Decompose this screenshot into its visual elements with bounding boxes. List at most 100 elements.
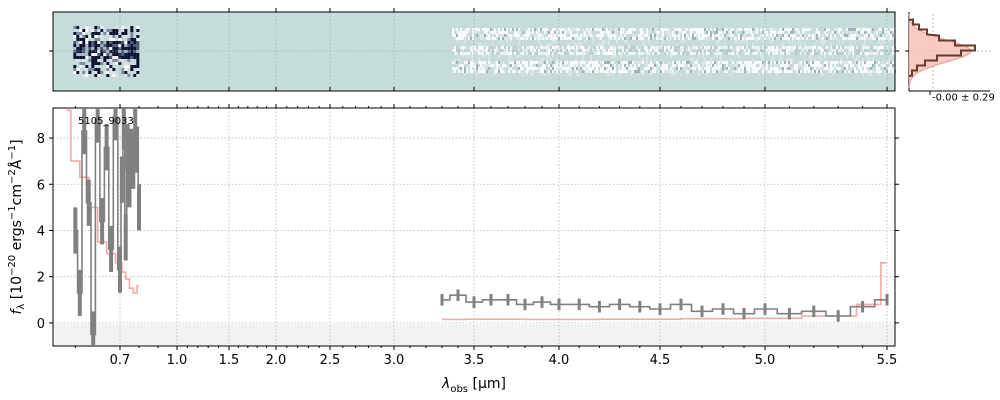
2d-pixel bbox=[874, 49, 876, 52]
2d-pixel bbox=[884, 52, 886, 55]
2d-pixel bbox=[704, 70, 706, 73]
2d-pixel bbox=[576, 46, 578, 49]
2d-pixel bbox=[630, 70, 632, 73]
2d-pixel bbox=[858, 37, 860, 40]
2d-pixel bbox=[560, 37, 562, 40]
2d-pixel bbox=[838, 52, 840, 55]
2d-pixel bbox=[478, 31, 480, 34]
2d-pixel bbox=[532, 61, 534, 64]
2d-pixel bbox=[600, 67, 602, 70]
2d-pixel bbox=[608, 37, 610, 40]
2d-pixel bbox=[112, 71, 116, 74]
2d-pixel bbox=[642, 40, 644, 43]
2d-pixel bbox=[616, 52, 618, 55]
2d-pixel bbox=[506, 37, 508, 40]
2d-pixel bbox=[632, 52, 634, 55]
model-line-blue bbox=[66, 109, 139, 294]
2d-pixel bbox=[700, 67, 702, 70]
2d-pixel bbox=[560, 70, 562, 73]
2d-pixel bbox=[494, 28, 496, 31]
2d-pixel bbox=[784, 61, 786, 64]
2d-pixel bbox=[640, 37, 642, 40]
2d-pixel bbox=[646, 31, 648, 34]
2d-pixel bbox=[554, 52, 556, 55]
2d-pixel bbox=[888, 70, 890, 73]
2d-pixel bbox=[542, 34, 544, 37]
2d-pixel bbox=[648, 46, 650, 49]
2d-pixel bbox=[672, 34, 674, 37]
2d-pixel bbox=[866, 64, 868, 67]
2d-pixel bbox=[526, 34, 528, 37]
2d-pixel bbox=[544, 31, 546, 34]
2d-pixel bbox=[784, 70, 786, 73]
2d-pixel bbox=[100, 26, 104, 29]
2d-pixel bbox=[868, 28, 870, 31]
2d-pixel bbox=[830, 37, 832, 40]
2d-pixel bbox=[544, 67, 546, 70]
2d-pixel bbox=[890, 37, 892, 40]
2d-pixel bbox=[130, 38, 134, 41]
2d-pixel bbox=[726, 67, 728, 70]
2d-pixel bbox=[97, 38, 101, 41]
2d-pixel bbox=[698, 34, 700, 37]
2d-pixel bbox=[602, 64, 604, 67]
2d-pixel bbox=[484, 55, 486, 58]
panel-residual-histogram: -0.00 ± 0.29 bbox=[905, 12, 995, 103]
2d-pixel bbox=[466, 61, 468, 64]
2d-pixel bbox=[560, 64, 562, 67]
2d-pixel bbox=[718, 37, 720, 40]
2d-pixel bbox=[502, 31, 504, 34]
2d-pixel bbox=[628, 49, 630, 52]
2d-pixel bbox=[610, 52, 612, 55]
2d-pixel bbox=[600, 31, 602, 34]
2d-pixel bbox=[532, 67, 534, 70]
2d-pixel bbox=[534, 49, 536, 52]
2d-pixel bbox=[786, 70, 788, 73]
2d-pixel bbox=[532, 64, 534, 67]
2d-pixel bbox=[94, 32, 98, 35]
2d-pixel bbox=[652, 46, 654, 49]
2d-pixel bbox=[454, 37, 456, 40]
2d-pixel bbox=[652, 34, 654, 37]
2d-pixel bbox=[118, 59, 122, 62]
x-tick-label-4: 2.5 bbox=[320, 353, 341, 368]
2d-pixel bbox=[492, 31, 494, 34]
x-axis-title-symbol: λ bbox=[441, 376, 450, 392]
2d-pixel bbox=[115, 62, 119, 65]
2d-pixel bbox=[704, 58, 706, 61]
2d-pixel bbox=[650, 64, 652, 67]
2d-pixel bbox=[802, 28, 804, 31]
2d-pixel bbox=[822, 67, 824, 70]
2d-pixel bbox=[642, 49, 644, 52]
2d-pixel bbox=[456, 67, 458, 70]
2d-pixel bbox=[136, 29, 140, 32]
2d-pixel bbox=[568, 49, 570, 52]
2d-pixel bbox=[632, 28, 634, 31]
2d-pixel bbox=[518, 67, 520, 70]
2d-pixel bbox=[628, 67, 630, 70]
2d-pixel bbox=[528, 52, 530, 55]
2d-pixel bbox=[109, 65, 113, 68]
2d-pixel bbox=[562, 52, 564, 55]
2d-pixel bbox=[892, 64, 894, 67]
2d-pixel bbox=[100, 47, 104, 50]
2d-pixel bbox=[498, 28, 500, 31]
2d-pixel bbox=[850, 67, 852, 70]
2d-pixel bbox=[824, 31, 826, 34]
2d-pixel bbox=[806, 70, 808, 73]
2d-pixel bbox=[85, 65, 89, 68]
2d-pixel bbox=[762, 73, 764, 76]
2d-pixel bbox=[508, 34, 510, 37]
2d-pixel bbox=[518, 49, 520, 52]
2d-pixel bbox=[742, 67, 744, 70]
2d-pixel bbox=[858, 28, 860, 31]
2d-pixel bbox=[824, 52, 826, 55]
2d-pixel bbox=[109, 38, 113, 41]
2d-pixel bbox=[496, 64, 498, 67]
2d-pixel bbox=[562, 34, 564, 37]
2d-pixel bbox=[568, 73, 570, 76]
2d-pixel bbox=[844, 64, 846, 67]
2d-pixel bbox=[892, 46, 894, 49]
2d-pixel bbox=[106, 62, 110, 65]
2d-pixel bbox=[504, 28, 506, 31]
